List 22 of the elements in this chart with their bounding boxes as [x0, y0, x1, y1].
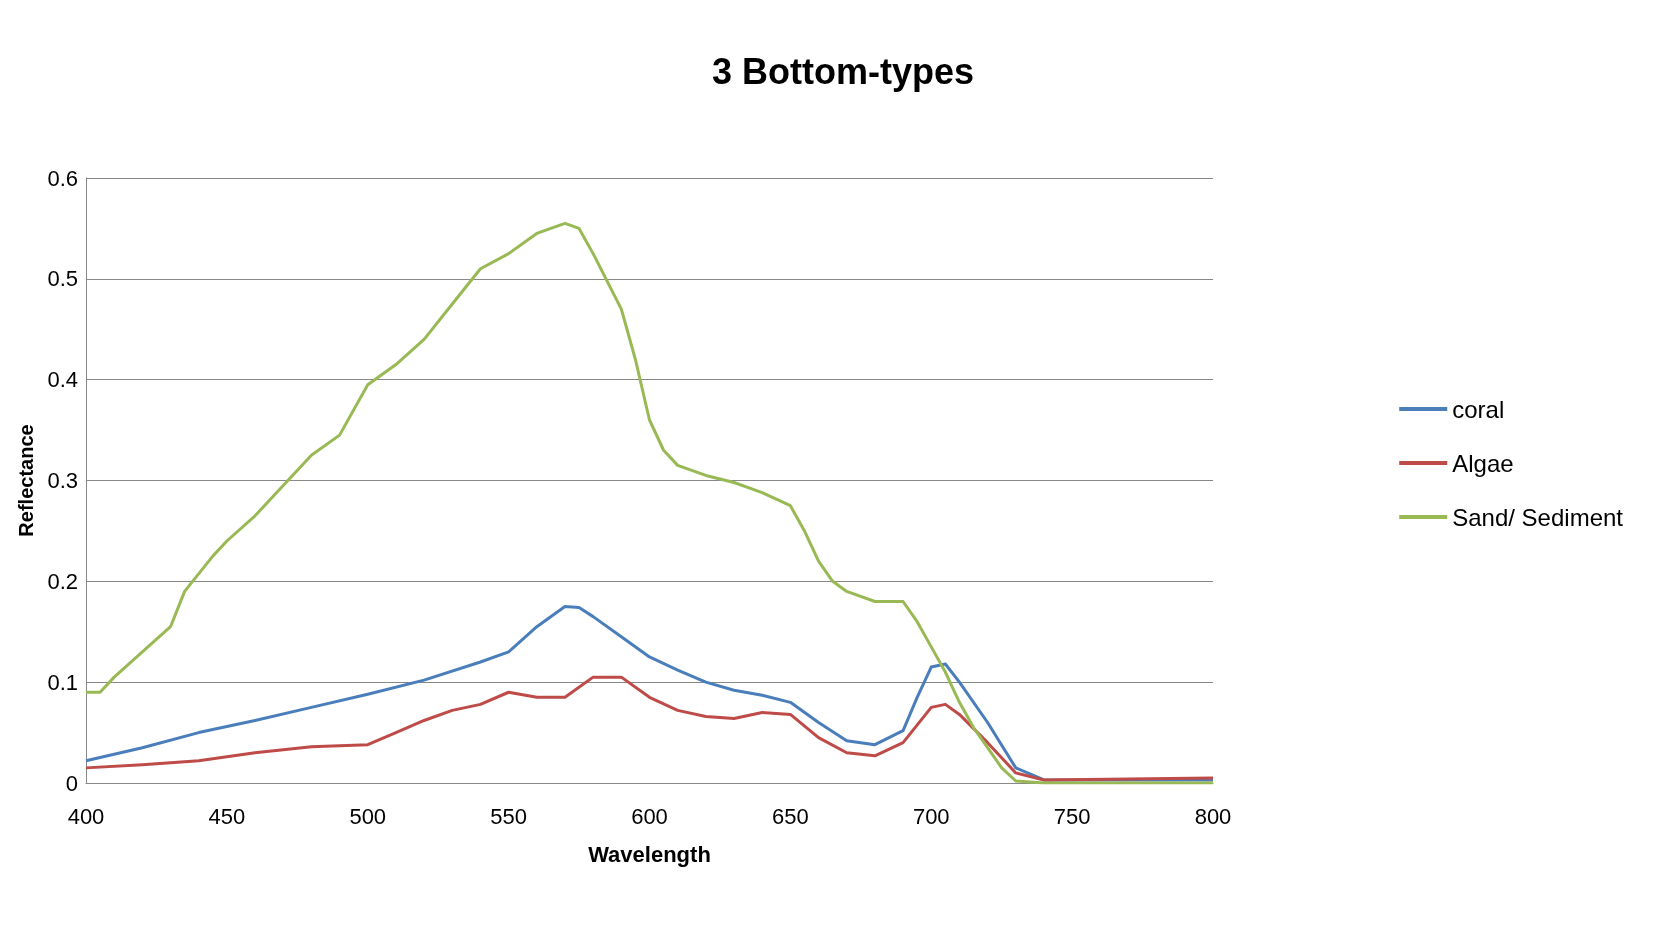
y-tick-label: 0.3: [47, 468, 78, 493]
y-tick-label: 0.4: [47, 367, 78, 393]
x-tick-label: 600: [631, 803, 668, 829]
y-tick-label: 0.6: [47, 165, 78, 191]
legend-label: Sand/ Sediment: [1452, 503, 1624, 531]
chart-title: 3 Bottom-types: [711, 50, 975, 92]
x-tick-label: 700: [912, 803, 950, 829]
x-tick-label: 800: [1194, 803, 1232, 829]
y-tick-label: 0.2: [47, 568, 78, 594]
x-tick-label: 400: [67, 803, 105, 829]
x-tick-label: 450: [208, 803, 246, 829]
x-tick-label: 550: [490, 803, 527, 829]
y-tick-label: 0: [65, 770, 78, 796]
x-axis-title: Wavelength: [588, 841, 711, 867]
y-axis-title: Reflectance: [15, 424, 37, 537]
legend-label: coral: [1452, 395, 1505, 423]
y-tick-label: 0.1: [47, 669, 78, 695]
y-tick-label: 0.5: [47, 266, 78, 292]
legend-label: Algae: [1452, 449, 1514, 477]
x-tick-label: 650: [772, 803, 809, 829]
x-tick-label: 750: [1053, 803, 1091, 829]
x-tick-label: 500: [349, 803, 387, 829]
